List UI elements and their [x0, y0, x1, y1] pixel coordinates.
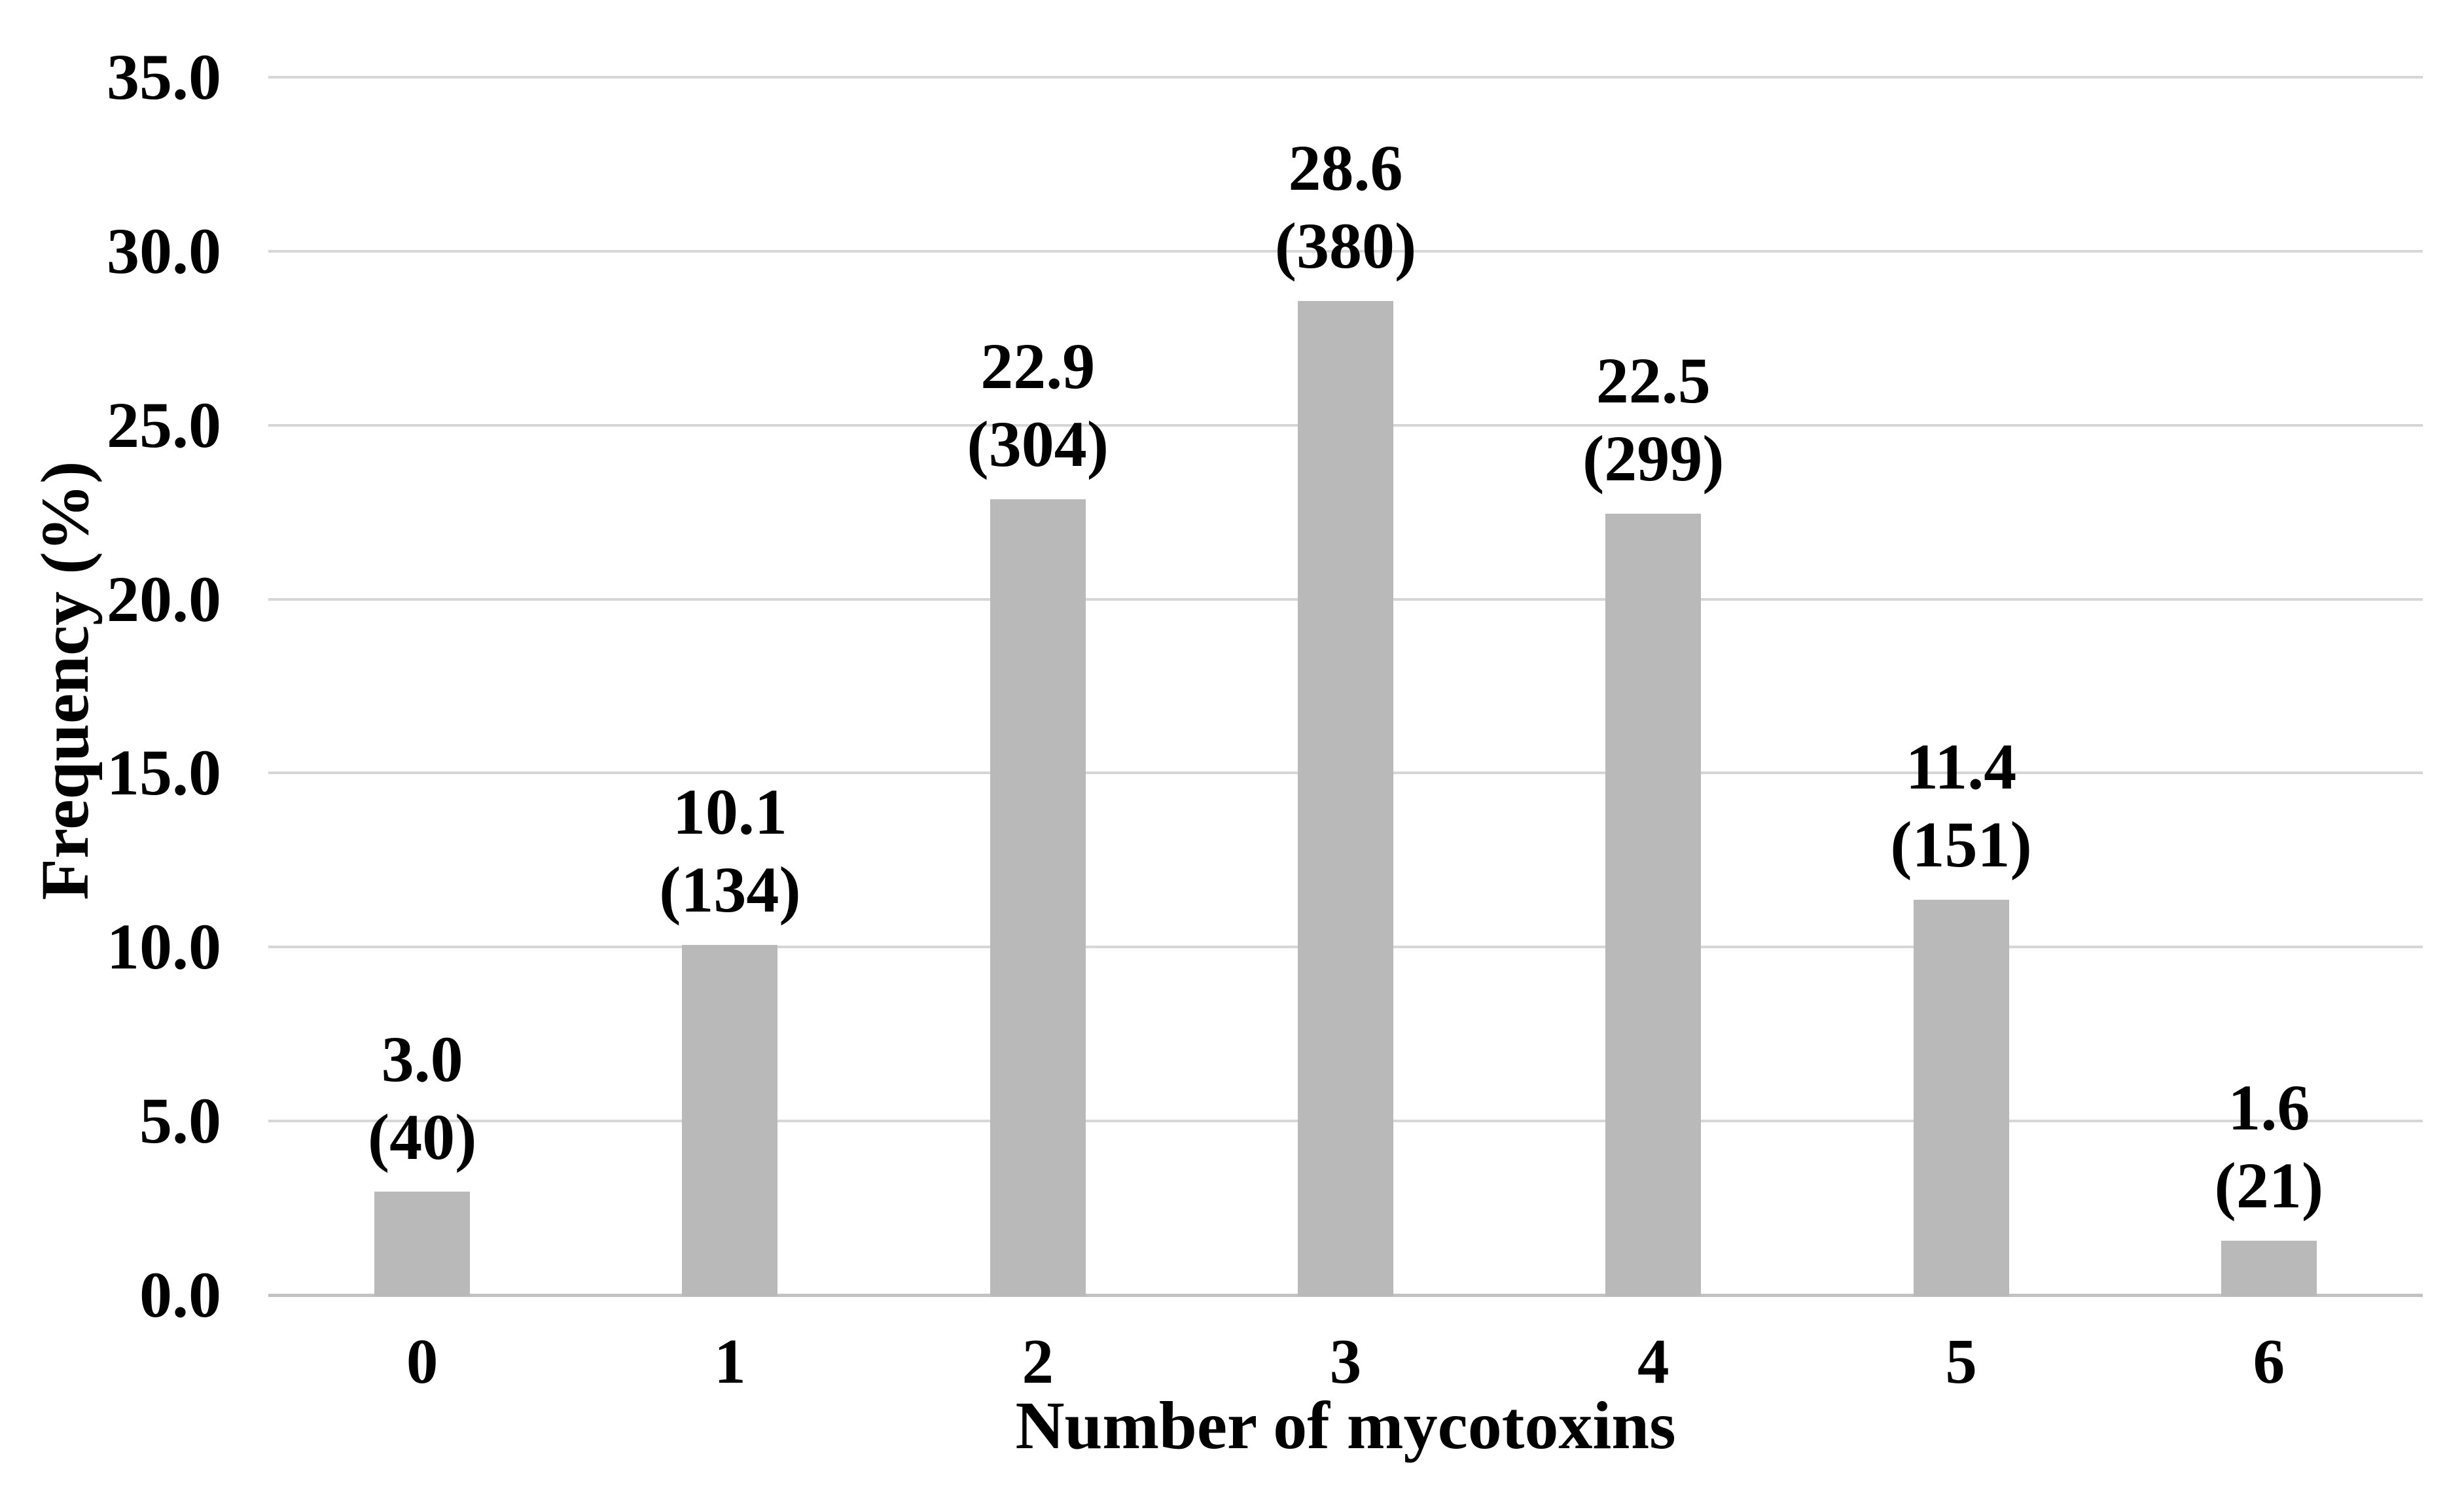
x-tick-label: 5	[1945, 1326, 1977, 1396]
bar-data-label: 1.6 (21)	[2073, 1069, 2464, 1224]
y-tick-label: 35.0	[107, 41, 221, 113]
bar-count-label: (40)	[367, 1100, 477, 1173]
y-tick-label: 10.0	[107, 910, 221, 984]
x-tick-label: 1	[714, 1326, 746, 1396]
bar-value-label: 3.0	[381, 1022, 463, 1095]
bar-value-label: 22.5	[1596, 344, 1711, 417]
bar-count-label: (151)	[1890, 808, 2032, 881]
bar-count-label: (304)	[967, 408, 1109, 481]
x-tick-label: 6	[2253, 1326, 2285, 1396]
bar	[990, 499, 1086, 1296]
y-tick-label: 20.0	[107, 562, 221, 635]
bar	[1298, 301, 1393, 1296]
y-tick-label: 0.0	[139, 1258, 221, 1331]
y-tick-label: 15.0	[107, 736, 221, 809]
gridline	[268, 249, 2423, 253]
x-tick-label: 4	[1637, 1326, 1669, 1396]
bar-value-label: 10.1	[672, 775, 787, 848]
y-tick-label: 25.0	[107, 388, 221, 461]
bar-data-label: 22.5 (299)	[1457, 342, 1849, 497]
bar-count-label: (134)	[659, 853, 801, 926]
y-tick-label: 5.0	[139, 1084, 221, 1158]
bar-value-label: 28.6	[1288, 132, 1403, 205]
y-tick-label: 30.0	[107, 214, 221, 287]
bar-value-label: 1.6	[2228, 1071, 2310, 1144]
bar-data-label: 3.0 (40)	[226, 1020, 618, 1176]
bar	[1913, 899, 2009, 1296]
bar	[2221, 1240, 2317, 1296]
x-tick-label: 2	[1022, 1326, 1054, 1396]
bar-data-label: 10.1 (134)	[533, 773, 926, 929]
x-tick-label: 3	[1329, 1326, 1362, 1396]
bar-value-label: 22.9	[980, 330, 1096, 403]
gridline	[268, 76, 2423, 79]
bar-count-label: (380)	[1274, 209, 1417, 283]
x-axis-title: Number of mycotoxins	[1015, 1388, 1676, 1463]
bar-data-label: 28.6 (380)	[1149, 129, 1542, 285]
bar-value-label: 11.4	[1905, 730, 2017, 803]
bar	[682, 944, 778, 1296]
bar	[374, 1192, 471, 1296]
x-tick-label: 0	[406, 1326, 438, 1396]
bar-data-label: 11.4 (151)	[1765, 728, 2158, 883]
bar-count-label: (299)	[1582, 421, 1724, 495]
bar-count-label: (21)	[2214, 1148, 2324, 1222]
bar-data-label: 22.9 (304)	[842, 327, 1234, 483]
bar	[1605, 513, 1702, 1296]
